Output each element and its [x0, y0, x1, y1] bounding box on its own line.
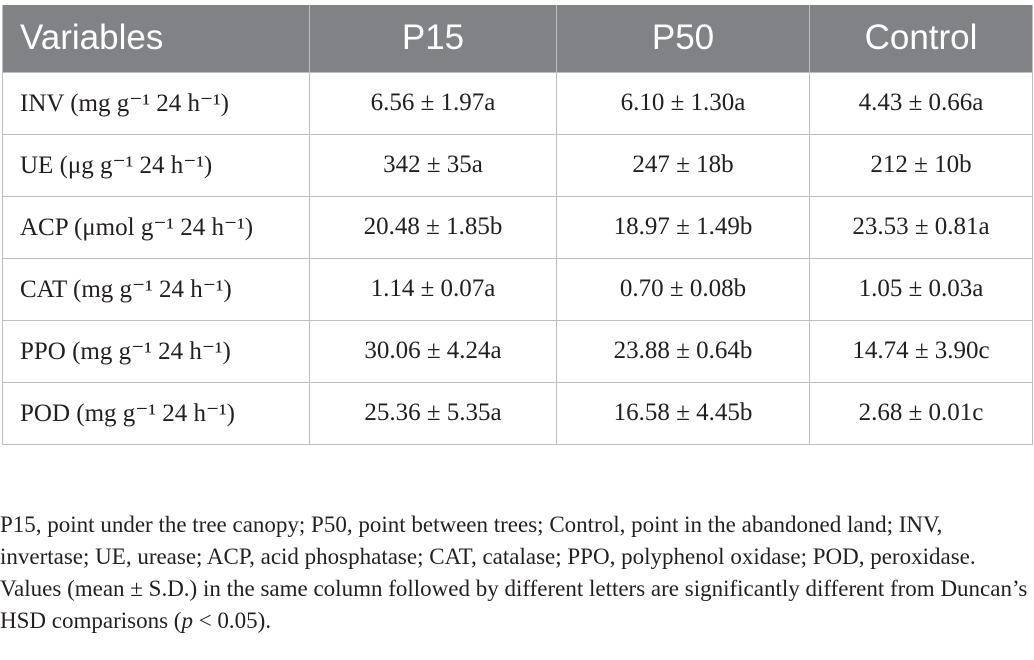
footnote-text-end: < 0.05).	[192, 608, 272, 633]
column-header-control: Control	[809, 5, 1033, 72]
table-row: PPO (mg g⁻¹ 24 h⁻¹) 30.06 ± 4.24a 23.88 …	[2, 319, 1033, 383]
column-header-variables: Variables	[2, 5, 310, 72]
p15-cell: 20.48 ± 1.85b	[309, 195, 557, 259]
control-cell: 4.43 ± 0.66a	[809, 71, 1033, 135]
p50-cell: 16.58 ± 4.45b	[556, 381, 810, 445]
control-cell: 23.53 ± 0.81a	[809, 195, 1033, 259]
variable-label: INV (mg g⁻¹ 24 h⁻¹)	[2, 71, 310, 135]
p50-cell: 247 ± 18b	[556, 133, 810, 197]
control-cell: 1.05 ± 0.03a	[809, 257, 1033, 321]
control-cell: 212 ± 10b	[809, 133, 1033, 197]
table-header-row: Variables P15 P50 Control	[2, 5, 1033, 72]
p15-cell: 6.56 ± 1.97a	[309, 71, 557, 135]
variable-label: ACP (μmol g⁻¹ 24 h⁻¹)	[2, 195, 310, 259]
footnote-paragraph: P15, point under the tree canopy; P50, p…	[0, 509, 1032, 637]
variable-label: POD (mg g⁻¹ 24 h⁻¹)	[2, 381, 310, 445]
table-footnote: P15, point under the tree canopy; P50, p…	[0, 509, 1032, 637]
p15-cell: 342 ± 35a	[309, 133, 557, 197]
control-cell: 14.74 ± 3.90c	[809, 319, 1033, 383]
variable-label: UE (μg g⁻¹ 24 h⁻¹)	[2, 133, 310, 197]
table-row: POD (mg g⁻¹ 24 h⁻¹) 25.36 ± 5.35a 16.58 …	[2, 381, 1033, 445]
table-row: CAT (mg g⁻¹ 24 h⁻¹) 1.14 ± 0.07a 0.70 ± …	[2, 257, 1033, 321]
p15-cell: 30.06 ± 4.24a	[309, 319, 557, 383]
p15-cell: 1.14 ± 0.07a	[309, 257, 557, 321]
table-row: INV (mg g⁻¹ 24 h⁻¹) 6.56 ± 1.97a 6.10 ± …	[2, 71, 1033, 135]
column-header-p50: P50	[556, 5, 810, 72]
variable-label: PPO (mg g⁻¹ 24 h⁻¹)	[2, 319, 310, 383]
p50-cell: 0.70 ± 0.08b	[556, 257, 810, 321]
footnote-p-symbol: p	[181, 608, 193, 633]
variable-label: CAT (mg g⁻¹ 24 h⁻¹)	[2, 257, 310, 321]
table-row: UE (μg g⁻¹ 24 h⁻¹) 342 ± 35a 247 ± 18b 2…	[2, 133, 1033, 197]
p50-cell: 23.88 ± 0.64b	[556, 319, 810, 383]
p50-cell: 18.97 ± 1.49b	[556, 195, 810, 259]
column-header-p15: P15	[309, 5, 557, 72]
p15-cell: 25.36 ± 5.35a	[309, 381, 557, 445]
enzyme-activity-table: Variables P15 P50 Control INV (mg g⁻¹ 24…	[2, 5, 1033, 445]
table-row: ACP (μmol g⁻¹ 24 h⁻¹) 20.48 ± 1.85b 18.9…	[2, 195, 1033, 259]
p50-cell: 6.10 ± 1.30a	[556, 71, 810, 135]
footnote-text: P15, point under the tree canopy; P50, p…	[0, 512, 1028, 633]
control-cell: 2.68 ± 0.01c	[809, 381, 1033, 445]
